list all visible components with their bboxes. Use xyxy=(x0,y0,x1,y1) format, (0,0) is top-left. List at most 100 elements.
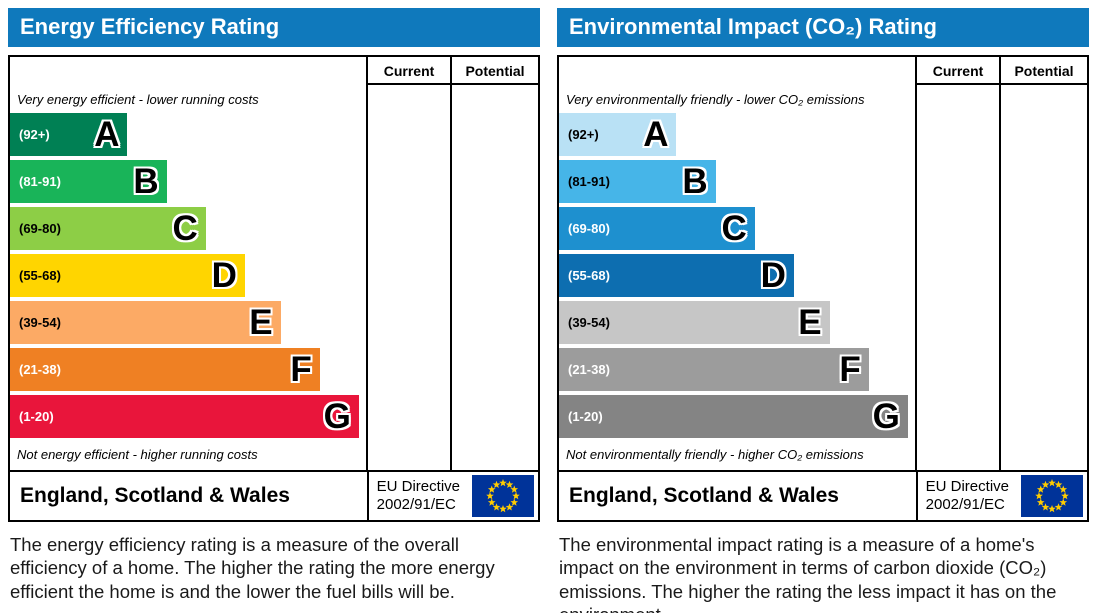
rating-band-bar-e: (39-54) E xyxy=(559,301,830,344)
rating-band-row: (69-80) C xyxy=(10,207,366,250)
band-letter: F xyxy=(290,350,312,389)
rating-band-row: (39-54) E xyxy=(10,301,366,344)
energy-chart-footer: England, Scotland & Wales EU Directive 2… xyxy=(10,470,538,520)
band-letter: G xyxy=(323,397,351,436)
band-range-label: (55-68) xyxy=(19,268,61,283)
environmental-chart-title: Environmental Impact (CO₂) Rating xyxy=(569,14,937,39)
band-letter: C xyxy=(721,209,747,248)
energy-eu-directive: EU Directive 2002/91/EC xyxy=(366,472,468,520)
energy-eu-flag-wrap xyxy=(468,472,538,520)
rating-band-row: (1-20) G xyxy=(559,395,915,438)
energy-potential-column-header: Potential xyxy=(450,57,538,85)
rating-band-bar-g: (1-20) G xyxy=(559,395,908,438)
environmental-bars-column: Very environmentally friendly - lower CO… xyxy=(559,85,915,470)
energy-eu-directive-line2: 2002/91/EC xyxy=(376,496,456,513)
rating-band-row: (1-20) G xyxy=(10,395,366,438)
energy-chart-grid: Current Potential Very energy efficient … xyxy=(10,57,538,470)
rating-band-row: (92+) A xyxy=(10,113,366,156)
band-letter: E xyxy=(798,303,822,342)
band-letter: B xyxy=(133,162,159,201)
environmental-eu-directive-line1: EU Directive xyxy=(925,478,1009,495)
rating-band-bar-a: (92+) A xyxy=(559,113,677,156)
band-letter: B xyxy=(682,162,708,201)
band-range-label: (92+) xyxy=(19,127,50,142)
band-range-label: (1-20) xyxy=(19,409,54,424)
band-range-label: (81-91) xyxy=(19,174,61,189)
rating-band-row: (21-38) F xyxy=(10,348,366,391)
energy-footer-region: England, Scotland & Wales xyxy=(20,484,290,507)
environmental-chart-box: Current Potential Very environmentally f… xyxy=(557,55,1089,522)
environmental-chart-footer: England, Scotland & Wales EU Directive 2… xyxy=(559,470,1087,520)
rating-band-bar-d: (55-68) D xyxy=(559,254,794,297)
energy-potential-value-cell xyxy=(450,85,538,470)
rating-band-bar-f: (21-38) F xyxy=(10,348,320,391)
environmental-top-note: Very environmentally friendly - lower CO… xyxy=(566,92,865,107)
rating-band-row: (55-68) D xyxy=(559,254,915,297)
energy-current-column-header: Current xyxy=(366,57,450,85)
band-letter: E xyxy=(249,303,273,342)
band-letter: D xyxy=(760,256,786,295)
rating-band-bar-f: (21-38) F xyxy=(559,348,869,391)
environmental-impact-rating-chart: Environmental Impact (CO₂) Rating Curren… xyxy=(557,8,1089,613)
energy-chart-title-bar: Energy Efficiency Rating xyxy=(8,8,540,47)
eu-flag-icon xyxy=(472,475,534,517)
environmental-current-value-cell xyxy=(915,85,999,470)
environmental-chart-caption: The environmental impact rating is a mea… xyxy=(559,534,1057,613)
rating-band-row: (55-68) D xyxy=(10,254,366,297)
environmental-chart-grid: Current Potential Very environmentally f… xyxy=(559,57,1087,470)
environmental-eu-directive: EU Directive 2002/91/EC xyxy=(915,472,1017,520)
energy-chart-box: Current Potential Very energy efficient … xyxy=(8,55,540,522)
environmental-current-column-header: Current xyxy=(915,57,999,85)
eu-flag-icon xyxy=(1021,475,1083,517)
band-range-label: (39-54) xyxy=(19,315,61,330)
rating-band-bar-b: (81-91) B xyxy=(10,160,167,203)
environmental-potential-value-cell xyxy=(999,85,1087,470)
environmental-potential-column-header: Potential xyxy=(999,57,1087,85)
energy-chart-title: Energy Efficiency Rating xyxy=(20,14,280,39)
rating-band-row: (21-38) F xyxy=(559,348,915,391)
rating-band-row: (69-80) C xyxy=(559,207,915,250)
band-range-label: (92+) xyxy=(568,127,599,142)
band-letter: D xyxy=(211,256,237,295)
band-range-label: (69-80) xyxy=(19,221,61,236)
band-range-label: (39-54) xyxy=(568,315,610,330)
energy-rating-bands: (92+) A (81-91) B (69-80) C (55-68) D (39-54) E (2… xyxy=(10,111,366,442)
band-range-label: (21-38) xyxy=(19,362,61,377)
band-range-label: (81-91) xyxy=(568,174,610,189)
band-range-label: (21-38) xyxy=(568,362,610,377)
environmental-chart-title-bar: Environmental Impact (CO₂) Rating xyxy=(557,8,1089,47)
band-range-label: (1-20) xyxy=(568,409,603,424)
band-letter: G xyxy=(872,397,900,436)
rating-band-row: (81-91) B xyxy=(559,160,915,203)
rating-band-bar-g: (1-20) G xyxy=(10,395,359,438)
band-range-label: (69-80) xyxy=(568,221,610,236)
band-letter: C xyxy=(172,209,198,248)
band-letter: A xyxy=(643,115,669,154)
rating-band-bar-b: (81-91) B xyxy=(559,160,716,203)
band-range-label: (55-68) xyxy=(568,268,610,283)
energy-efficiency-rating-chart: Energy Efficiency Rating Current Potenti… xyxy=(8,8,540,605)
energy-top-note: Very energy efficient - lower running co… xyxy=(17,92,259,107)
rating-band-row: (39-54) E xyxy=(559,301,915,344)
rating-band-row: (81-91) B xyxy=(10,160,366,203)
energy-chart-caption: The energy efficiency rating is a measur… xyxy=(10,534,495,602)
energy-eu-directive-line1: EU Directive xyxy=(376,478,460,495)
rating-band-bar-e: (39-54) E xyxy=(10,301,281,344)
energy-current-value-cell xyxy=(366,85,450,470)
energy-bars-column: Very energy efficient - lower running co… xyxy=(10,85,366,470)
band-letter: F xyxy=(839,350,861,389)
rating-band-bar-c: (69-80) C xyxy=(559,207,755,250)
band-letter: A xyxy=(94,115,120,154)
environmental-rating-bands: (92+) A (81-91) B (69-80) C (55-68) D (39-54) E (2… xyxy=(559,111,915,442)
rating-band-row: (92+) A xyxy=(559,113,915,156)
rating-band-bar-d: (55-68) D xyxy=(10,254,245,297)
rating-band-bar-a: (92+) A xyxy=(10,113,128,156)
energy-grid-corner xyxy=(10,57,366,85)
environmental-eu-directive-line2: 2002/91/EC xyxy=(925,496,1005,513)
environmental-bottom-note: Not environmentally friendly - higher CO… xyxy=(566,447,864,462)
environmental-footer-region: England, Scotland & Wales xyxy=(569,484,839,507)
rating-band-bar-c: (69-80) C xyxy=(10,207,206,250)
energy-bottom-note: Not energy efficient - higher running co… xyxy=(17,447,258,462)
environmental-eu-flag-wrap xyxy=(1017,472,1087,520)
